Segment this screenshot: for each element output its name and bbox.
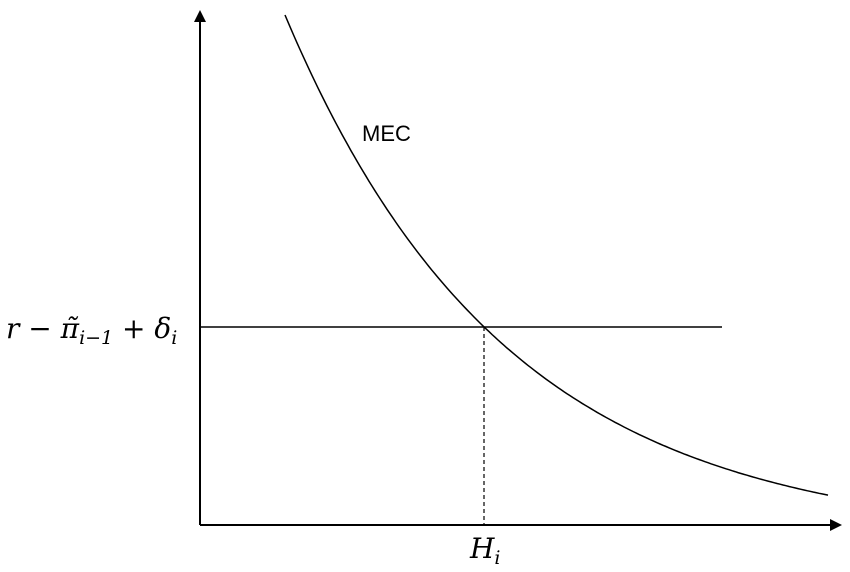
- mec-curve: [284, 14, 829, 496]
- curve-label: MEC: [362, 121, 411, 146]
- subscript: i: [171, 327, 177, 349]
- subscript: i: [494, 547, 500, 569]
- math-text: + δ: [113, 312, 171, 345]
- math-text: r − π̃: [6, 312, 80, 345]
- rate-label: r − π̃i−1 + δi: [6, 312, 177, 349]
- subscript: i−1: [79, 327, 113, 349]
- quantity-label: Hi: [469, 532, 501, 569]
- math-text: H: [469, 532, 495, 565]
